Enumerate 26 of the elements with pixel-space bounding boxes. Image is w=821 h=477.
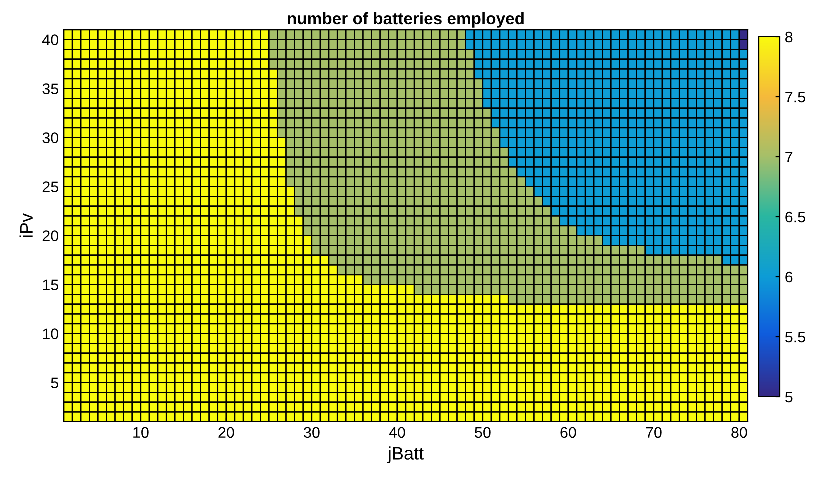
x-tick-label: 80 (732, 427, 748, 438)
x-tick-label: 50 (475, 427, 491, 438)
x-tick-label: 10 (134, 427, 149, 438)
y-tick-label: 40 (42, 34, 59, 46)
chart-title: number of batteries employed (288, 12, 524, 28)
x-tick-label: 20 (218, 427, 234, 438)
color-bar-label: 8 (786, 32, 793, 43)
y-axis-title: iPv (20, 214, 33, 238)
color-bar-label: 7 (786, 152, 793, 163)
y-tick-label: 20 (42, 230, 59, 242)
x-tick-label: 60 (560, 427, 576, 438)
y-tick-label: 30 (42, 132, 59, 144)
color-bar-label: 6.5 (786, 212, 806, 223)
x-tick-label: 30 (304, 427, 320, 438)
x-tick-label: 70 (646, 427, 662, 438)
y-tick-label: 25 (42, 182, 58, 192)
color-bar-label: 6 (786, 272, 793, 283)
y-tick-label: 5 (51, 378, 58, 388)
y-tick-label: 10 (43, 328, 59, 340)
color-bar-label: 5 (785, 392, 793, 403)
color-bar-label: 5.5 (785, 332, 806, 343)
x-tick-label: 40 (389, 427, 406, 438)
y-tick-label: 35 (42, 84, 58, 94)
x-axis-title: jBatt (387, 446, 424, 464)
color-bar-label: 7.5 (786, 92, 806, 103)
y-tick-label: 15 (43, 280, 58, 290)
